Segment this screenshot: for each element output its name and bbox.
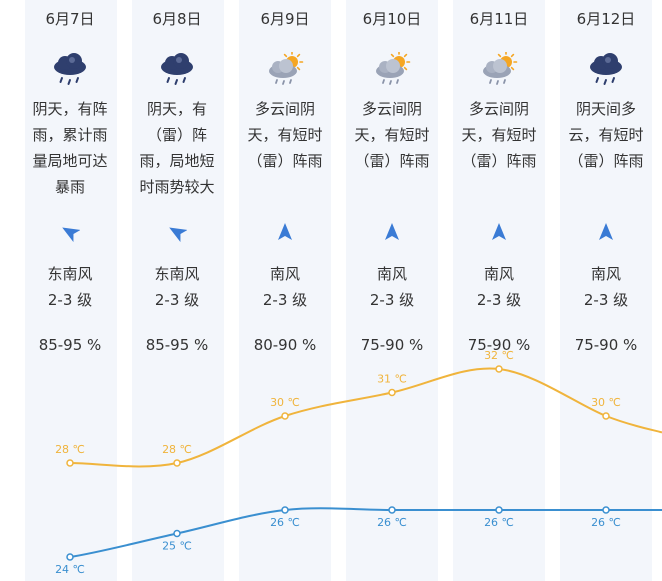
weather-description: 阴天，有（雷）阵雨，局地短时雨势较大 [139,100,215,196]
day-column-bg [346,0,438,581]
wind-level: 2-3 级 [262,291,308,309]
rain-cloud-icon [51,52,89,86]
humidity: 80-90 % [253,336,317,354]
wind-arrow-southeast-icon [167,222,188,243]
wind-arrow-south-icon [596,222,616,242]
wind-arrow-southeast-icon [60,222,81,243]
sun-cloud-rain-icon [480,50,518,86]
wind-direction: 东南风 [47,265,93,283]
wind-arrow-south-icon [382,222,402,242]
wind-direction: 南风 [590,265,621,283]
wind-level: 2-3 级 [583,291,629,309]
day-column-bg [560,0,652,581]
wind-info: 东南风 2-3 级 [112,261,242,313]
wind-arrow-south-icon [489,222,509,242]
day-forecast: 6月7日阴天，有阵雨，累计雨量局地可达暴雨东南风 2-3 级 85-95 % [5,0,135,581]
wind-direction: 东南风 [154,265,200,283]
forecast-date: 6月9日 [260,10,310,28]
forecast-date: 6月7日 [45,10,95,28]
forecast-date: 6月8日 [152,10,202,28]
rain-cloud-icon [158,52,196,86]
day-column-bg [453,0,545,581]
wind-info: 南风 2-3 级 [434,261,564,313]
humidity: 75-90 % [467,336,531,354]
humidity: 75-90 % [574,336,638,354]
sun-cloud-rain-icon [373,50,411,86]
rain-cloud-icon [587,52,625,86]
wind-direction: 南风 [269,265,300,283]
weather-description: 多云间阴天，有短时（雷）阵雨 [354,100,430,170]
weather-description: 阴天，有阵雨，累计雨量局地可达暴雨 [32,100,108,196]
day-column-bg [132,0,224,581]
wind-direction: 南风 [376,265,407,283]
wind-info: 南风 2-3 级 [541,261,662,313]
forecast-date: 6月10日 [362,10,422,28]
forecast-date: 6月12日 [576,10,636,28]
day-forecast: 6月8日阴天，有（雷）阵雨，局地短时雨势较大东南风 2-3 级 85-95 % [112,0,242,581]
forecast-date: 6月11日 [469,10,529,28]
day-column-bg [25,0,117,581]
day-forecast: 6月11日多云间阴天，有短时（雷）阵雨南风 2-3 级 75-90 % [434,0,564,581]
wind-info: 南风 2-3 级 [220,261,350,313]
humidity: 85-95 % [38,336,102,354]
wind-level: 2-3 级 [47,291,93,309]
wind-level: 2-3 级 [476,291,522,309]
wind-info: 东南风 2-3 级 [5,261,135,313]
weather-description: 多云间阴天，有短时（雷）阵雨 [461,100,537,170]
humidity: 75-90 % [360,336,424,354]
day-forecast: 6月10日多云间阴天，有短时（雷）阵雨南风 2-3 级 75-90 % [327,0,457,581]
wind-arrow-south-icon [275,222,295,242]
day-forecast: 6月12日阴天间多云，有短时（雷）阵雨南风 2-3 级 75-90 % [541,0,662,581]
weather-description: 阴天间多云，有短时（雷）阵雨 [568,100,644,170]
wind-level: 2-3 级 [369,291,415,309]
day-column-bg [239,0,331,581]
wind-direction: 南风 [483,265,514,283]
weather-description: 多云间阴天，有短时（雷）阵雨 [247,100,323,170]
sun-cloud-rain-icon [266,50,304,86]
wind-info: 南风 2-3 级 [327,261,457,313]
humidity: 85-95 % [145,336,209,354]
day-forecast: 6月9日多云间阴天，有短时（雷）阵雨南风 2-3 级 80-90 % [220,0,350,581]
wind-level: 2-3 级 [154,291,200,309]
